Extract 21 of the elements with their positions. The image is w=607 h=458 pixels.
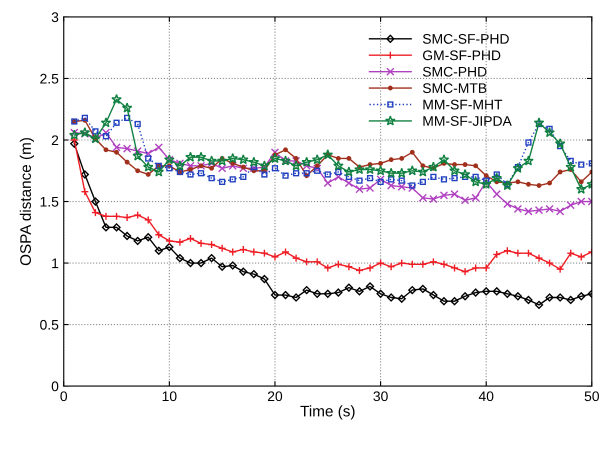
legend-label: GM-SF-PHD	[422, 50, 500, 60]
legend-label: SMC-PHD	[422, 66, 486, 77]
x-tick-label: 0	[60, 391, 68, 402]
legend-label: SMC-MTB	[422, 83, 486, 94]
x-tick-label: 50	[584, 391, 600, 402]
y-tick-label: 2	[52, 135, 58, 146]
legend-label: MM-SF-MHT	[423, 100, 502, 110]
x-axis-title: Time (s)	[300, 405, 355, 420]
x-tick-label: 10	[162, 391, 177, 402]
x-tick-label: 40	[478, 391, 494, 402]
x-tick-label: 20	[268, 391, 282, 402]
legend-label: MM-SF-JIPDA	[423, 116, 512, 126]
y-tick-label: 1	[52, 258, 58, 268]
y-tick-label: 2.5	[40, 74, 58, 84]
y-tick-label: 0	[52, 381, 58, 392]
y-tick-label: 1.5	[40, 196, 58, 207]
y-axis-title: OSPA distance (m)	[20, 138, 34, 266]
x-tick-label: 30	[373, 391, 388, 402]
y-tick-label: 0.5	[40, 320, 58, 330]
legend-label: SMC-SF-PHD	[422, 34, 509, 44]
y-tick-label: 3	[52, 12, 58, 22]
